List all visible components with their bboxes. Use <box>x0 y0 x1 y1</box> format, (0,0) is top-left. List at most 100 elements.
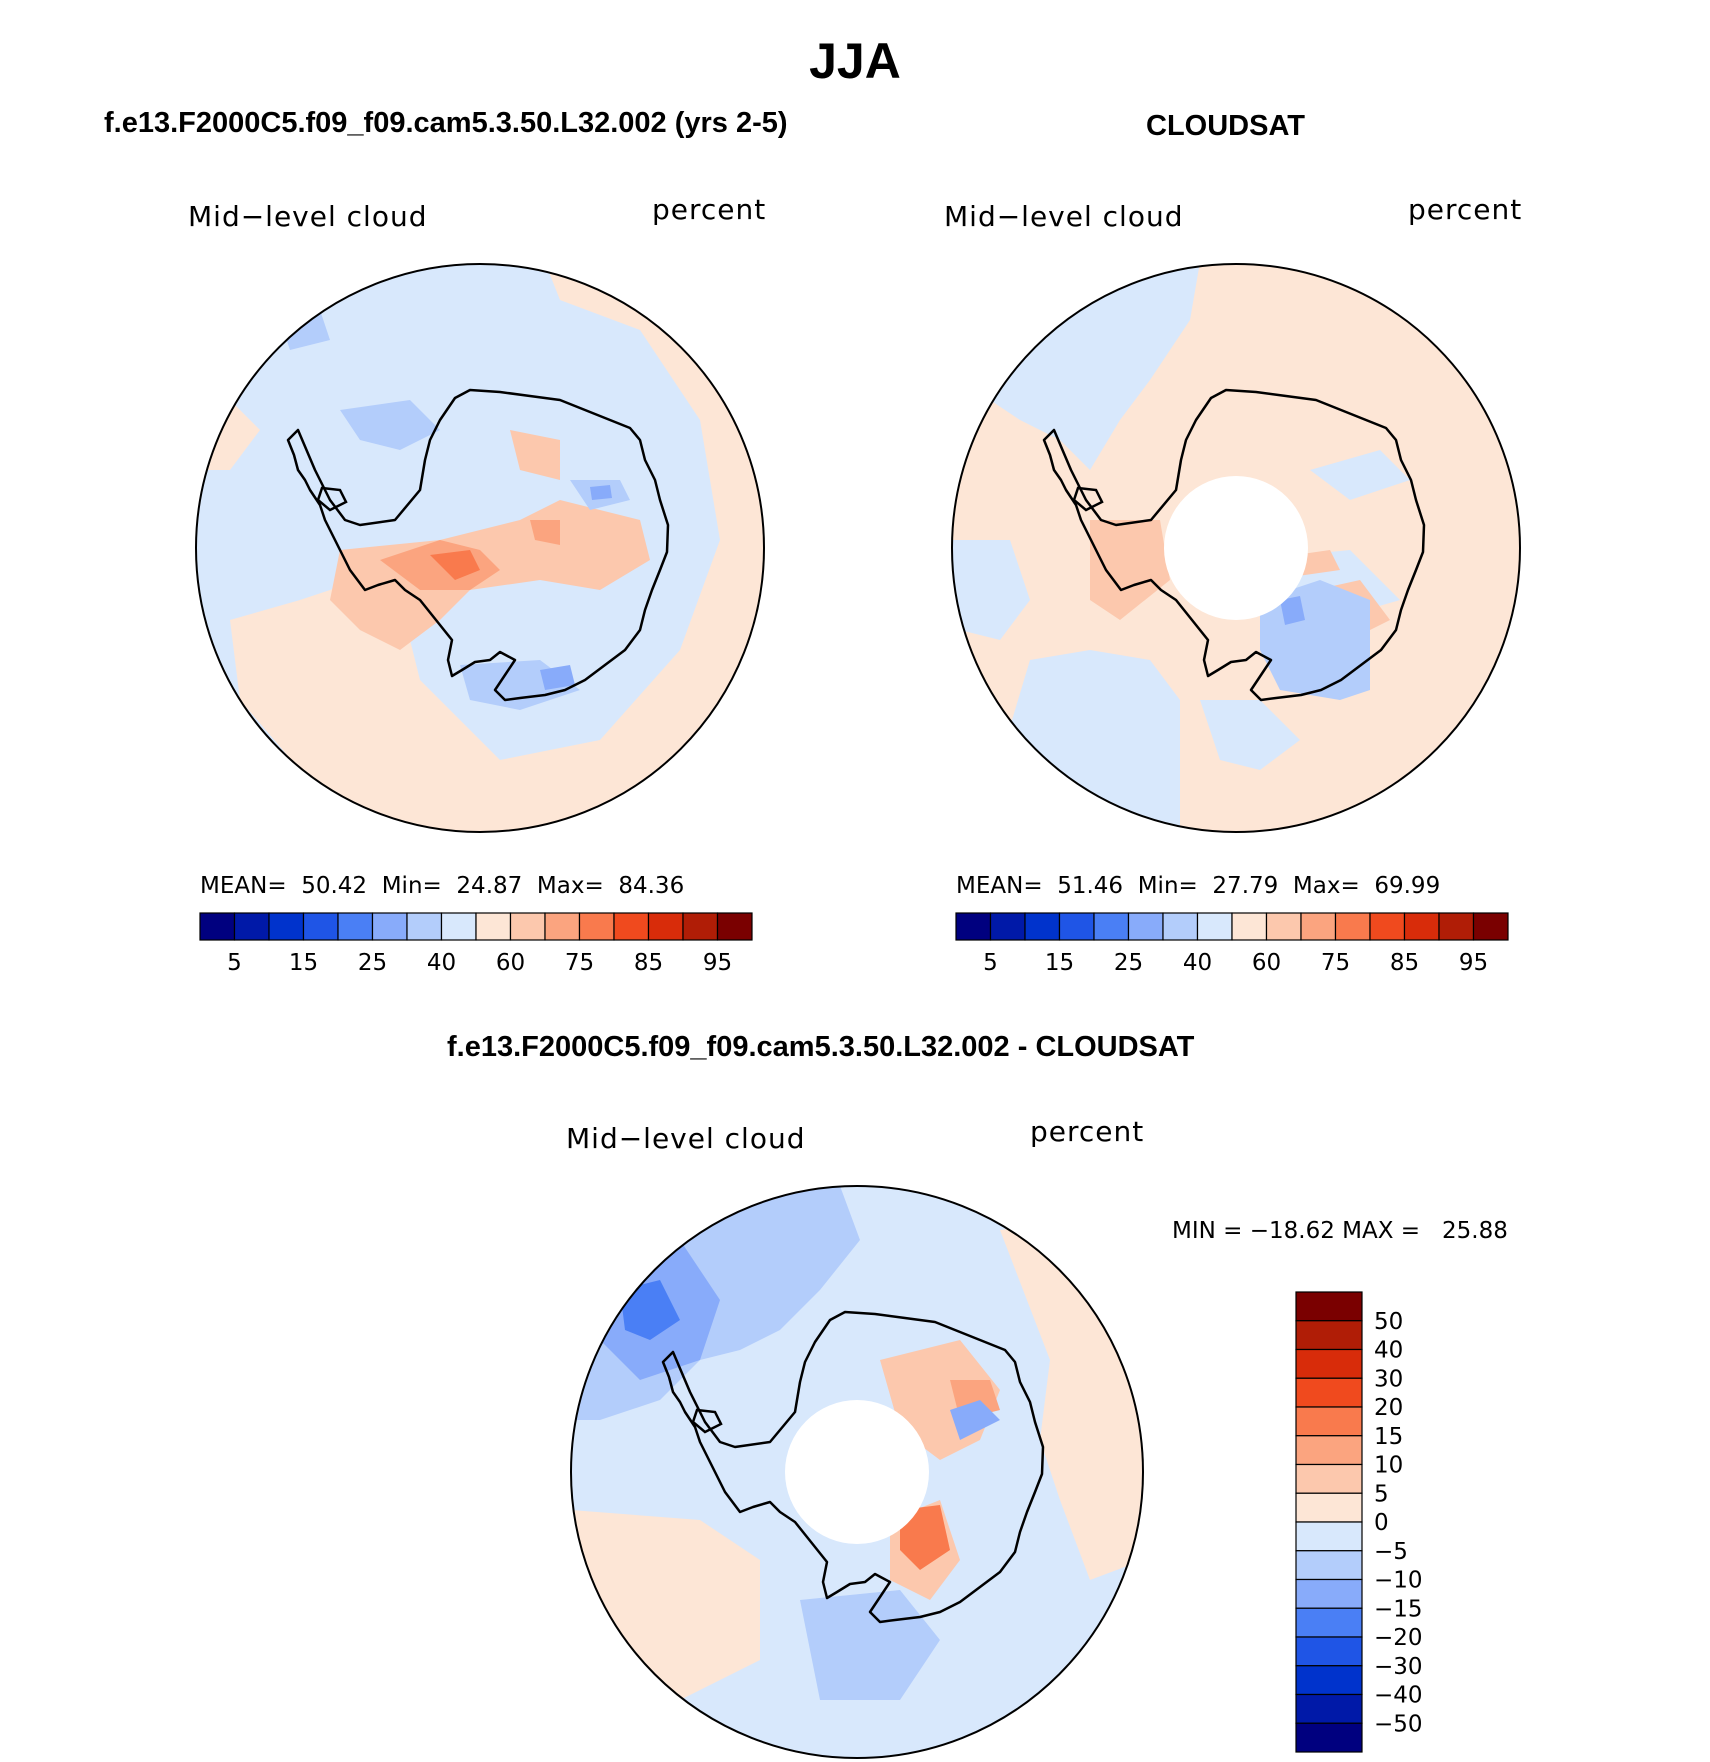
obs-colorbar-box <box>1369 912 1406 941</box>
model-colorbar-box <box>613 912 650 941</box>
diff-map <box>570 1185 1144 1759</box>
obs-colorbar-box <box>1334 912 1371 941</box>
diff-colorbar-box <box>1295 1435 1363 1466</box>
obs-colorbar-box <box>955 912 992 941</box>
model-colorbar-tick-label: 15 <box>289 950 318 976</box>
diff-colorbar-tick-label: −40 <box>1374 1683 1423 1709</box>
obs-colorbar-tick-label: 15 <box>1045 950 1074 976</box>
model-colorbar-box <box>302 912 339 941</box>
diff-colorbar-box <box>1295 1492 1363 1523</box>
diff-colorbar-tick-label: −15 <box>1374 1596 1423 1622</box>
diff-colorbar-box <box>1295 1406 1363 1437</box>
diff-colorbar-tick-label: 5 <box>1374 1481 1389 1507</box>
model-max-label: Max= <box>536 873 604 899</box>
diff-ice-shelf-coastline <box>691 1408 723 1434</box>
diff-colorbar-box <box>1295 1550 1363 1581</box>
diff-colorbar-box <box>1295 1722 1363 1753</box>
model-units-label: percent <box>652 193 767 226</box>
diff-colorbar-tick-label: 0 <box>1374 1510 1389 1536</box>
model-antarctica-coastline <box>286 388 670 702</box>
model-map <box>195 263 765 833</box>
obs-colorbar-box <box>1093 912 1130 941</box>
diff-colorbar-tick-label: 40 <box>1374 1338 1403 1364</box>
obs-colorbar-box <box>1472 912 1509 941</box>
diff-colorbar-box <box>1295 1607 1363 1638</box>
diff-colorbar-box <box>1295 1521 1363 1552</box>
obs-colorbar-box <box>1196 912 1233 941</box>
obs-colorbar-box <box>1231 912 1268 941</box>
obs-colorbar-tick-label: 75 <box>1321 950 1350 976</box>
obs-colorbar-box <box>1403 912 1440 941</box>
obs-colorbar-box <box>989 912 1026 941</box>
diff-units-label: percent <box>1030 1115 1145 1148</box>
obs-colorbar-tick-label: 40 <box>1183 950 1212 976</box>
model-colorbar-box <box>199 912 236 941</box>
obs-stats: MEAN= 51.46 Min= 27.79 Max= 69.99 <box>956 873 1440 899</box>
diff-colorbar-tick-label: −50 <box>1374 1711 1423 1737</box>
diff-panel-title: f.e13.F2000C5.f09_f09.cam5.3.50.L32.002 … <box>447 1031 1195 1063</box>
model-mean-label: MEAN= <box>200 873 287 899</box>
diff-colorbar-tick-label: −10 <box>1374 1568 1423 1594</box>
model-ice-shelf-coastline <box>316 486 348 512</box>
diff-polar-gap <box>785 1400 929 1544</box>
model-field-warm-outer <box>230 264 764 832</box>
obs-colorbar: 5 15 25 40 60 75 85 95 <box>955 912 1509 976</box>
diff-colorbar-box <box>1295 1665 1363 1696</box>
model-colorbar-box <box>509 912 546 941</box>
obs-colorbar-tick-label: 5 <box>983 950 998 976</box>
diff-antarctica-coastline <box>661 1310 1045 1624</box>
obs-colorbar-box <box>1024 912 1061 941</box>
obs-colorbar-box <box>1127 912 1164 941</box>
model-colorbar-box <box>440 912 477 941</box>
model-stats: MEAN= 50.42 Min= 24.87 Max= 84.36 <box>200 873 684 899</box>
model-min-value: 24.87 <box>456 873 523 899</box>
model-colorbar-tick-label: 40 <box>427 950 456 976</box>
diff-colorbar-tick-label: −30 <box>1374 1654 1423 1680</box>
diff-colorbar-tick-label: −20 <box>1374 1625 1423 1651</box>
obs-mean-value: 51.46 <box>1057 873 1124 899</box>
diff-colorbar-box <box>1295 1636 1363 1667</box>
diff-colorbar-tick-label: 15 <box>1374 1424 1403 1450</box>
model-colorbar-box <box>716 912 753 941</box>
obs-colorbar-box <box>1300 912 1337 941</box>
model-colorbar-box <box>371 912 408 941</box>
obs-map <box>951 263 1521 833</box>
obs-map-boundary <box>951 263 1521 833</box>
model-max-value: 84.36 <box>618 873 685 899</box>
model-colorbar-box <box>406 912 443 941</box>
obs-units-label: percent <box>1408 193 1523 226</box>
model-map-boundary <box>195 263 765 833</box>
obs-field-cool-south <box>1000 650 1180 832</box>
diff-colorbar-tick-label: 50 <box>1374 1309 1403 1335</box>
diff-colorbar-box <box>1295 1578 1363 1609</box>
model-colorbar-box <box>578 912 615 941</box>
diff-colorbar-tick-label: −5 <box>1374 1539 1408 1565</box>
model-colorbar-tick-label: 75 <box>565 950 594 976</box>
diff-colorbar-box <box>1295 1463 1363 1494</box>
diff-colorbar-tick-label: 20 <box>1374 1395 1403 1421</box>
diff-colorbar-box <box>1295 1291 1363 1322</box>
model-colorbar-tick-label: 5 <box>227 950 242 976</box>
diff-colorbar-tick-label: 10 <box>1374 1453 1403 1479</box>
model-colorbar-tick-label: 60 <box>496 950 525 976</box>
obs-mean-label: MEAN= <box>956 873 1043 899</box>
diff-variable-label: Mid−level cloud <box>566 1122 806 1155</box>
model-colorbar: 5 15 25 40 60 75 85 95 <box>199 912 753 976</box>
obs-colorbar-box <box>1162 912 1199 941</box>
obs-colorbar-box <box>1058 912 1095 941</box>
model-colorbar-box <box>682 912 719 941</box>
obs-max-value: 69.99 <box>1374 873 1441 899</box>
model-mean-value: 50.42 <box>301 873 368 899</box>
obs-colorbar-box <box>1438 912 1475 941</box>
model-colorbar-box <box>475 912 512 941</box>
model-colorbar-box <box>233 912 270 941</box>
obs-min-label: Min= <box>1137 873 1198 899</box>
obs-polar-gap <box>1164 476 1308 620</box>
model-colorbar-tick-label: 85 <box>634 950 663 976</box>
diff-minmax: MIN = −18.62 MAX = 25.88 <box>1172 1218 1508 1244</box>
obs-colorbar-tick-label: 60 <box>1252 950 1281 976</box>
obs-panel-title: CLOUDSAT <box>1146 110 1305 142</box>
model-colorbar-box <box>337 912 374 941</box>
